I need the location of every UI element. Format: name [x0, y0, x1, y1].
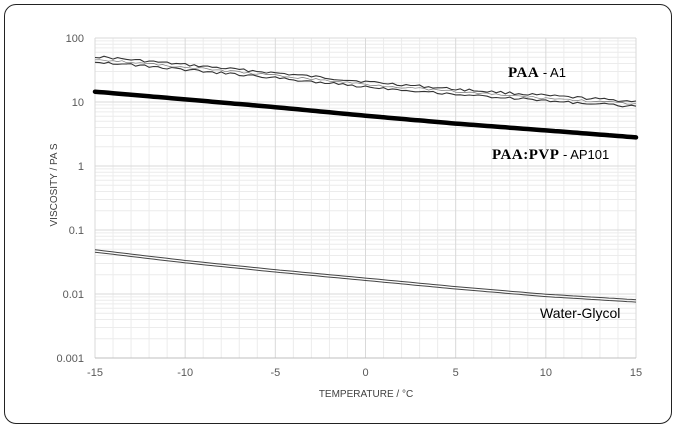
y-tick-labels: 0.001 0.01 0.1 1 10 100: [56, 33, 84, 365]
x-tick-labels: -15 -10 -5 0 5 10 15: [87, 367, 642, 379]
series-layer: [92, 55, 639, 303]
x-tick-label: -15: [87, 367, 103, 379]
y-tick-label: 0.01: [63, 289, 84, 301]
series-label-main: PAA:PVP: [492, 147, 559, 163]
x-tick-label: 15: [630, 367, 642, 379]
x-tick-label: 10: [540, 367, 552, 379]
series-label-suffix: - AP101: [559, 147, 609, 162]
series-line-middle: [94, 59, 637, 105]
y-tick-label: 0.001: [56, 353, 84, 365]
series-label-paa-a1: PAA - A1: [508, 65, 566, 81]
x-tick-label: -5: [270, 367, 280, 379]
series-0-line: [94, 55, 637, 108]
major-gridlines: [94, 37, 637, 359]
series-2-line: [94, 249, 637, 303]
y-tick-label: 0.1: [69, 225, 84, 237]
y-tick-label: 100: [66, 33, 84, 45]
series-label-suffix: - A1: [539, 65, 566, 80]
y-axis-title: VISCOSITY / PA S: [49, 143, 60, 226]
series-line-upper: [94, 55, 637, 103]
series-label-water-glycol: Water-Glycol: [540, 305, 620, 321]
series-line-lower: [94, 251, 637, 303]
x-tick-label: 0: [362, 367, 368, 379]
x-tick-label: -10: [177, 367, 193, 379]
y-tick-label: 10: [72, 97, 84, 109]
series-line-thick: [92, 89, 639, 140]
x-tick-label: 5: [453, 367, 459, 379]
series-line-lower: [94, 61, 637, 108]
series-label-main: PAA: [508, 65, 539, 81]
series-label-paa-pvp-ap101: PAA:PVP - AP101: [492, 147, 609, 163]
series-line-upper: [94, 249, 637, 301]
x-axis-title: TEMPERATURE / °C: [319, 389, 413, 400]
y-tick-label: 1: [78, 161, 84, 173]
series-1-line: [92, 89, 639, 140]
viscosity-chart: -15 -10 -5 0 5 10 15 0.001 0.01 0.1 1 10 100 TEMPER…: [49, 33, 642, 400]
